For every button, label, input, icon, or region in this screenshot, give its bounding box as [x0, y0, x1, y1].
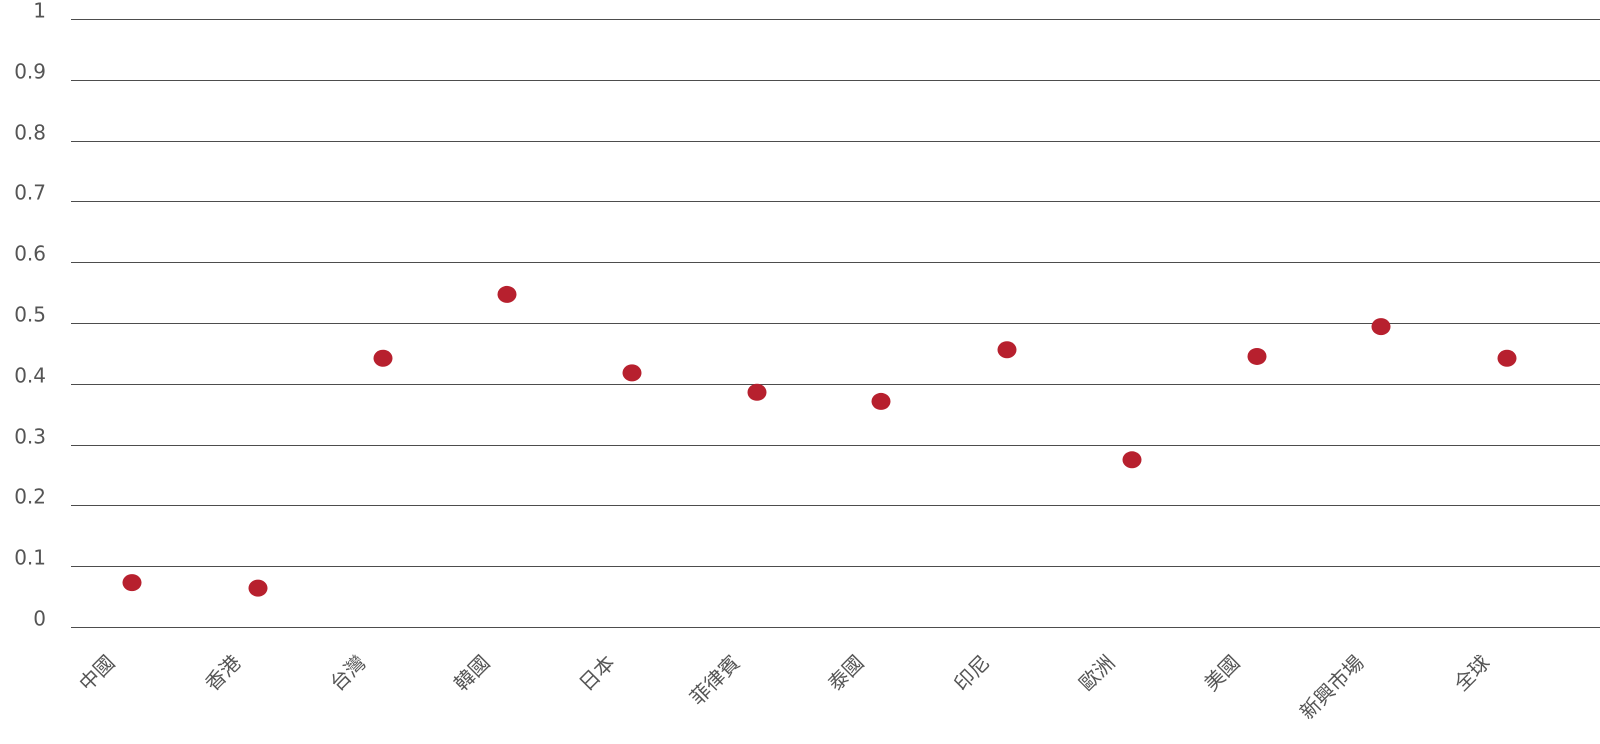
data-point-2	[248, 579, 268, 597]
y-tick-label: 0.6	[14, 242, 46, 266]
x-tick-label: 韓國	[449, 650, 494, 695]
data-point-8	[997, 341, 1017, 359]
x-tick-label: 台灣	[325, 650, 370, 695]
data-point-4	[497, 285, 517, 303]
data-point-5	[622, 364, 642, 382]
data-point-10	[1247, 347, 1267, 365]
x-tick-label: 日本	[574, 650, 619, 695]
x-tick-label: 菲律賓	[685, 650, 744, 709]
y-tick-label: 0.1	[14, 546, 46, 570]
y-axis-tick-labels: 0 0.1 0.2 0.3 0.4 0.5 0.6 0.7 0.8 0.9 1	[14, 0, 46, 631]
data-point-6	[747, 383, 767, 401]
x-tick-label: 美國	[1199, 650, 1244, 695]
data-point-1	[122, 574, 142, 592]
y-tick-label: 0.4	[14, 364, 46, 388]
y-tick-label: 0	[33, 607, 46, 631]
x-tick-label: 印尼	[949, 650, 994, 695]
x-tick-label: 泰國	[823, 650, 868, 695]
y-tick-label: 1	[33, 0, 46, 23]
x-tick-label: 新興市場	[1295, 650, 1369, 724]
data-point-12	[1497, 349, 1517, 367]
y-tick-label: 0.3	[14, 425, 46, 449]
x-tick-label: 香港	[200, 650, 245, 695]
data-point-3	[373, 349, 393, 367]
data-point-11	[1371, 318, 1391, 336]
y-tick-label: 0.8	[14, 121, 46, 145]
data-point-7	[871, 392, 891, 410]
y-tick-label: 0.2	[14, 485, 46, 509]
y-tick-label: 0.5	[14, 303, 46, 327]
grid-layer	[71, 19, 1600, 628]
x-tick-label: 全球	[1449, 650, 1494, 695]
x-tick-label: 歐洲	[1074, 650, 1119, 695]
y-tick-label: 0.9	[14, 60, 46, 84]
x-axis-tick-labels: 中國 香港 台灣 韓國 日本 菲律賓 泰國 印尼 歐洲 美國 新興市場 全球	[74, 650, 1494, 724]
data-points	[122, 285, 1517, 597]
y-tick-label: 0.7	[14, 181, 46, 205]
x-tick-label: 中國	[74, 650, 119, 695]
data-point-9	[1122, 451, 1142, 469]
